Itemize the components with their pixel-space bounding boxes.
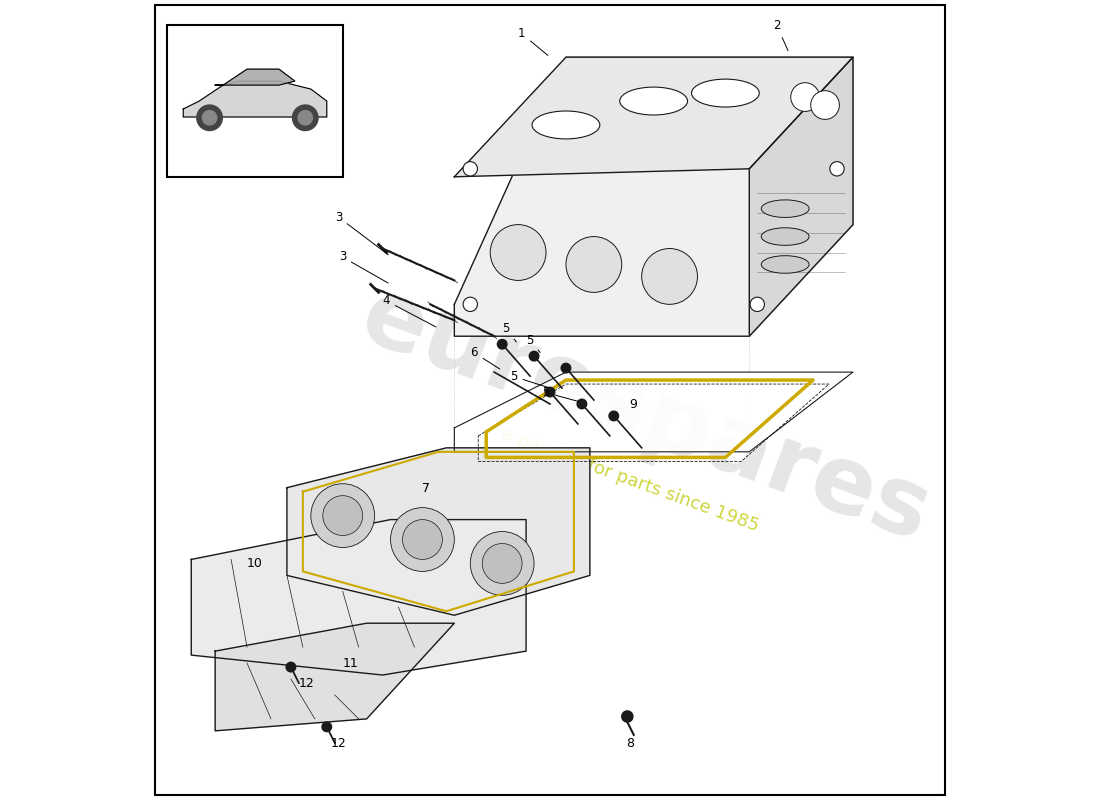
- Ellipse shape: [761, 200, 810, 218]
- Circle shape: [491, 225, 546, 281]
- Text: 6: 6: [471, 346, 499, 369]
- Text: 5: 5: [503, 322, 516, 342]
- Text: a passion for parts since 1985: a passion for parts since 1985: [498, 425, 761, 535]
- Circle shape: [322, 722, 331, 732]
- Circle shape: [829, 162, 844, 176]
- Bar: [167, 26, 343, 177]
- Polygon shape: [191, 519, 526, 675]
- Text: 5: 5: [542, 386, 580, 402]
- Circle shape: [463, 297, 477, 311]
- Circle shape: [578, 399, 586, 409]
- Circle shape: [298, 110, 312, 125]
- Ellipse shape: [761, 228, 810, 246]
- Circle shape: [497, 339, 507, 349]
- Circle shape: [322, 496, 363, 535]
- Text: 7: 7: [422, 482, 430, 494]
- Polygon shape: [287, 448, 590, 615]
- Text: 9: 9: [629, 398, 638, 411]
- Circle shape: [791, 82, 820, 111]
- Circle shape: [482, 543, 522, 583]
- Text: 5: 5: [526, 334, 540, 353]
- Circle shape: [609, 411, 618, 421]
- Ellipse shape: [692, 79, 759, 107]
- Ellipse shape: [532, 111, 600, 139]
- Circle shape: [621, 711, 632, 722]
- Text: 4: 4: [383, 294, 436, 327]
- Text: 3: 3: [334, 210, 388, 255]
- Polygon shape: [454, 372, 852, 452]
- Ellipse shape: [761, 256, 810, 274]
- Circle shape: [546, 387, 554, 397]
- Text: 12: 12: [299, 677, 315, 690]
- Circle shape: [286, 662, 296, 672]
- Text: 2: 2: [773, 19, 788, 50]
- Text: 10: 10: [248, 558, 263, 570]
- Polygon shape: [454, 57, 852, 177]
- Polygon shape: [216, 623, 454, 731]
- Circle shape: [565, 237, 621, 292]
- Circle shape: [202, 110, 217, 125]
- Text: 3: 3: [339, 250, 388, 283]
- Polygon shape: [454, 57, 852, 336]
- Text: eurospares: eurospares: [350, 270, 942, 562]
- Circle shape: [403, 519, 442, 559]
- Text: 11: 11: [343, 657, 359, 670]
- Circle shape: [641, 249, 697, 304]
- Circle shape: [750, 297, 764, 311]
- Circle shape: [390, 508, 454, 571]
- Text: 5: 5: [510, 370, 548, 387]
- Polygon shape: [749, 57, 852, 336]
- Circle shape: [293, 105, 318, 130]
- Text: 1: 1: [518, 27, 548, 55]
- Ellipse shape: [619, 87, 688, 115]
- Circle shape: [471, 531, 535, 595]
- Polygon shape: [216, 69, 295, 85]
- Circle shape: [811, 90, 839, 119]
- Circle shape: [197, 105, 222, 130]
- Circle shape: [529, 351, 539, 361]
- Circle shape: [463, 162, 477, 176]
- Polygon shape: [184, 81, 327, 117]
- Circle shape: [311, 484, 375, 547]
- Circle shape: [561, 363, 571, 373]
- Text: 12: 12: [331, 737, 346, 750]
- Text: 8: 8: [626, 737, 634, 750]
